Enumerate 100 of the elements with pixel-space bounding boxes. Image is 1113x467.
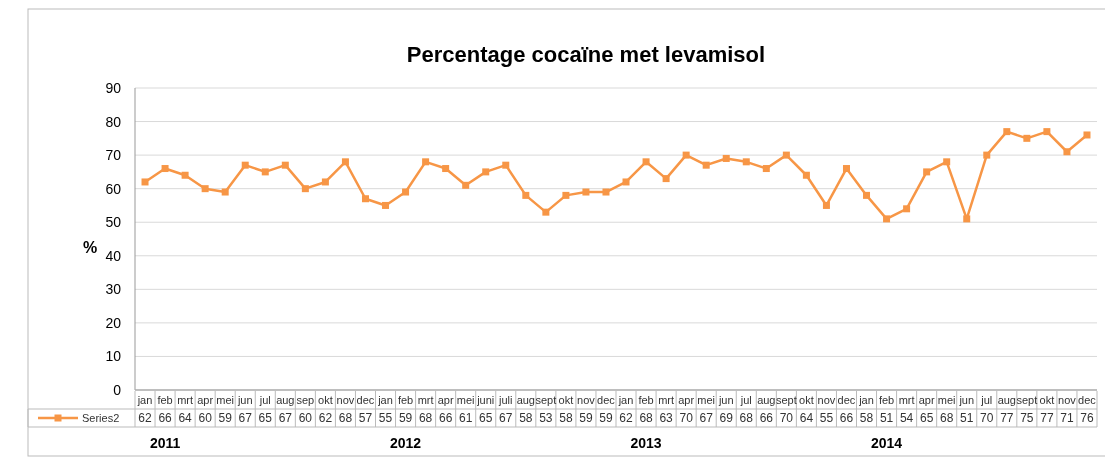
data-label: 59 [218,411,233,425]
x-tick-label: mrt [658,394,675,406]
data-label: 64 [799,411,814,425]
data-label: 65 [479,411,493,425]
point [662,175,670,183]
point [422,158,430,166]
point [642,158,650,166]
data-label: 76 [1080,411,1094,425]
point [161,165,169,173]
data-label: 67 [238,411,253,425]
x-tick-label: nov [817,394,836,406]
data-label: 59 [398,411,413,425]
data-label: 77 [1000,411,1014,425]
point [442,165,450,173]
x-tick-label: mrt [177,394,194,406]
x-tick-label: jan [617,394,634,406]
data-label: 51 [960,411,974,425]
point [382,201,390,209]
point [842,165,850,173]
point [883,215,891,223]
x-tick-label: dec [837,394,856,406]
y-tick-label: 30 [105,281,122,298]
x-tick-label: jun [236,394,253,406]
x-tick-label: dec [597,394,616,406]
x-tick-label: nov [336,394,355,406]
data-label: 55 [378,411,393,425]
data-label: 71 [1060,411,1074,425]
point [863,191,871,199]
x-tick-label: feb [397,394,414,406]
data-label: 58 [519,411,533,425]
x-tick-label: jan [377,394,393,406]
data-label: 53 [539,411,553,425]
point [762,165,770,173]
x-tick-label: aug [516,394,535,406]
data-label: 70 [779,411,794,425]
point [822,201,830,209]
point [1043,128,1051,136]
data-label: 70 [679,411,694,425]
x-tick-label: apr [197,394,214,406]
point [1083,131,1091,139]
legend-label: Series2 [82,412,120,424]
data-label: 68 [940,411,954,425]
data-label: 62 [619,411,634,425]
data-label: 59 [579,411,593,425]
y-tick-label: 40 [105,247,122,264]
point [482,168,490,176]
data-label: 77 [1040,411,1054,425]
data-label: 66 [759,411,774,425]
data-label: 62 [318,411,333,425]
y-tick-label: 10 [105,348,122,365]
point [582,188,590,196]
x-tick-label: mei [937,394,956,406]
data-label: 63 [659,411,674,425]
point [321,178,329,186]
y-tick-label: 80 [105,113,122,130]
x-tick-label: jun [717,394,734,406]
text: 2011 [149,435,181,451]
point [923,168,931,176]
x-tick-label: okt [318,394,333,406]
x-tick-label: juni [476,394,495,406]
x-tick-label: okt [558,394,574,406]
point [522,191,530,199]
data-label: 58 [559,411,573,425]
data-label: 55 [819,411,834,425]
x-tick-label: okt [799,394,814,406]
x-tick-label: jan [858,394,874,406]
data-label: 66 [158,411,173,425]
data-label: 59 [599,411,613,425]
x-tick-label: mei [216,394,235,406]
x-tick-label: dec [356,394,375,406]
data-label: 57 [358,411,373,425]
data-label: 62 [138,411,153,425]
x-tick-label: aug [757,394,776,406]
point [502,161,510,169]
point [261,168,269,176]
data-label: 67 [278,411,293,425]
data-label: 54 [899,411,914,425]
data-label: 68 [418,411,433,425]
x-tick-label: mei [456,394,475,406]
point [903,205,911,213]
point [341,158,349,166]
data-label: 69 [719,411,734,425]
data-label: 66 [438,411,453,425]
data-label: 60 [198,411,213,425]
point [802,171,810,179]
x-tick-label: apr [918,394,935,406]
data-label: 58 [859,411,874,425]
point [602,188,610,196]
y-tick-label: 0 [113,382,122,398]
data-label: 61 [459,411,473,425]
x-tick-label: nov [577,394,596,406]
x-tick-label: apr [437,394,454,406]
x-tick-label: jun [958,394,975,406]
data-label: 68 [639,411,654,425]
point [983,151,991,159]
point [462,181,470,189]
x-tick-label: sep [296,394,315,406]
point [702,161,710,169]
data-label: 51 [879,411,894,425]
point [963,215,971,223]
